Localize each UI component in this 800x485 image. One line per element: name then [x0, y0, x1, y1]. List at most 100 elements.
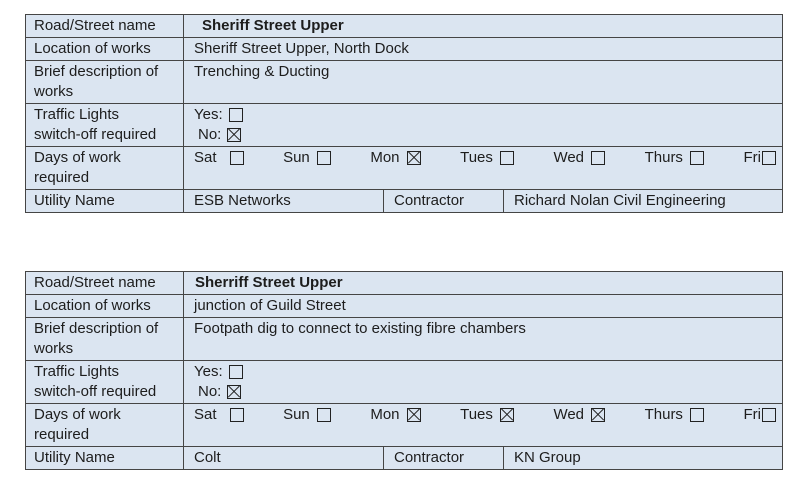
traffic-no-label: No:	[198, 383, 222, 400]
day-label: Wed	[553, 406, 585, 423]
day-label: Sat	[194, 406, 217, 423]
traffic-label-line1: Traffic Lights	[34, 106, 120, 123]
checkbox-tues[interactable]	[499, 151, 514, 165]
checkbox-mon[interactable]	[406, 151, 421, 165]
days-row: Sat Sun Mon Tues Wed Thurs Fri	[194, 405, 776, 425]
days-label-line2: required	[34, 169, 90, 186]
day-tues: Tues	[460, 405, 514, 425]
days-label-line1: Days of work	[34, 406, 121, 423]
checkbox-no[interactable]	[227, 128, 242, 142]
description-label-line1: Brief description of	[34, 320, 159, 337]
checkbox-no[interactable]	[227, 385, 242, 399]
table-row-road: Road/Street name Sherriff Street Upper	[25, 271, 784, 295]
traffic-value-cell: Yes: No:	[182, 103, 784, 147]
day-label: Tues	[460, 149, 493, 166]
traffic-value-cell: Yes: No:	[182, 360, 784, 404]
traffic-yes-label: Yes:	[194, 106, 223, 123]
day-thurs: Thurs	[645, 405, 704, 425]
checkbox-wed[interactable]	[591, 408, 606, 422]
day-wed: Wed	[553, 405, 606, 425]
day-label: Mon	[370, 406, 400, 423]
contractor-label-cell: Contractor	[383, 446, 504, 470]
day-label: Sat	[194, 149, 217, 166]
checkbox-thurs[interactable]	[689, 408, 704, 422]
days-label-cell: Days of work required	[25, 146, 184, 190]
days-label-line1: Days of work	[34, 149, 121, 166]
checkbox-mon[interactable]	[406, 408, 421, 422]
location-label-cell: Location of works	[25, 294, 184, 318]
description-label-cell: Brief description of works	[25, 60, 184, 104]
description-value-cell: Footpath dig to connect to existing fibr…	[182, 317, 784, 361]
traffic-label-cell: Traffic Lights switch-off required	[25, 103, 184, 147]
days-label-cell: Days of work required	[25, 403, 184, 447]
table-row-road: Road/Street name Sheriff Street Upper	[25, 14, 784, 38]
days-value-cell: Sat Sun Mon Tues Wed Thurs Fri	[182, 403, 784, 447]
table-row-description: Brief description of works Footpath dig …	[25, 317, 784, 361]
traffic-no-label: No:	[198, 126, 222, 143]
checkbox-sat[interactable]	[229, 408, 244, 422]
road-value-cell: Sherriff Street Upper	[182, 271, 784, 295]
road-value-cell: Sheriff Street Upper	[182, 14, 784, 38]
day-mon: Mon	[370, 148, 421, 168]
day-sat: Sat	[194, 405, 244, 425]
description-value-cell: Trenching & Ducting	[182, 60, 784, 104]
road-label-cell: Road/Street name	[25, 14, 184, 38]
checkbox-sat[interactable]	[229, 151, 244, 165]
traffic-label-line2: switch-off required	[34, 126, 157, 143]
day-label: Tues	[460, 406, 493, 423]
checkbox-tues[interactable]	[499, 408, 514, 422]
day-wed: Wed	[553, 148, 606, 168]
table-row-location: Location of works junction of Guild Stre…	[25, 294, 784, 318]
day-label: Sun	[283, 406, 310, 423]
day-sun: Sun	[283, 148, 331, 168]
traffic-no-line: No:	[194, 125, 776, 145]
description-label-line1: Brief description of	[34, 63, 159, 80]
checkbox-wed[interactable]	[591, 151, 606, 165]
description-label-line2: works	[34, 83, 74, 100]
day-label: Wed	[553, 149, 585, 166]
table-row-utility: Utility Name Colt Contractor KN Group	[25, 446, 784, 470]
table-row-utility: Utility Name ESB Networks Contractor Ric…	[25, 189, 784, 213]
checkbox-fri[interactable]	[762, 151, 776, 165]
traffic-yes-line: Yes:	[194, 105, 776, 125]
day-label: Fri	[743, 406, 762, 423]
day-fri: Fri	[743, 405, 776, 425]
traffic-label-line2: switch-off required	[34, 383, 157, 400]
location-label-cell: Location of works	[25, 37, 184, 61]
utility-label-cell: Utility Name	[25, 189, 184, 213]
table-row-description: Brief description of works Trenching & D…	[25, 60, 784, 104]
day-mon: Mon	[370, 405, 421, 425]
checkbox-yes[interactable]	[228, 365, 243, 379]
checkbox-thurs[interactable]	[689, 151, 704, 165]
contractor-label-cell: Contractor	[383, 189, 504, 213]
day-thurs: Thurs	[645, 148, 704, 168]
traffic-label-cell: Traffic Lights switch-off required	[25, 360, 184, 404]
table-row-traffic-lights: Traffic Lights switch-off required Yes: …	[25, 103, 784, 147]
days-row: Sat Sun Mon Tues Wed Thurs Fri	[194, 148, 776, 168]
day-label: Mon	[370, 149, 400, 166]
days-label-line2: required	[34, 426, 90, 443]
checkbox-yes[interactable]	[228, 108, 243, 122]
traffic-no-line: No:	[194, 382, 776, 402]
works-table-2: Road/Street name Sherriff Street Upper L…	[25, 271, 784, 470]
day-label: Fri	[743, 149, 762, 166]
table-row-location: Location of works Sheriff Street Upper, …	[25, 37, 784, 61]
contractor-value-cell: KN Group	[502, 446, 784, 470]
day-sat: Sat	[194, 148, 244, 168]
utility-value-cell: ESB Networks	[183, 189, 384, 213]
day-label: Thurs	[644, 406, 683, 423]
description-label-line2: works	[34, 340, 74, 357]
day-fri: Fri	[743, 148, 776, 168]
works-table-1: Road/Street name Sheriff Street Upper Lo…	[25, 14, 784, 213]
checkbox-fri[interactable]	[762, 408, 776, 422]
location-value-cell: Sheriff Street Upper, North Dock	[182, 37, 784, 61]
checkbox-sun[interactable]	[316, 151, 331, 165]
document-page: Road/Street name Sheriff Street Upper Lo…	[0, 14, 800, 485]
day-label: Thurs	[644, 149, 683, 166]
utility-value-cell: Colt	[183, 446, 384, 470]
traffic-yes-line: Yes:	[194, 362, 776, 382]
traffic-yes-label: Yes:	[194, 363, 223, 380]
checkbox-sun[interactable]	[316, 408, 331, 422]
day-sun: Sun	[283, 405, 331, 425]
traffic-label-line1: Traffic Lights	[34, 363, 120, 380]
